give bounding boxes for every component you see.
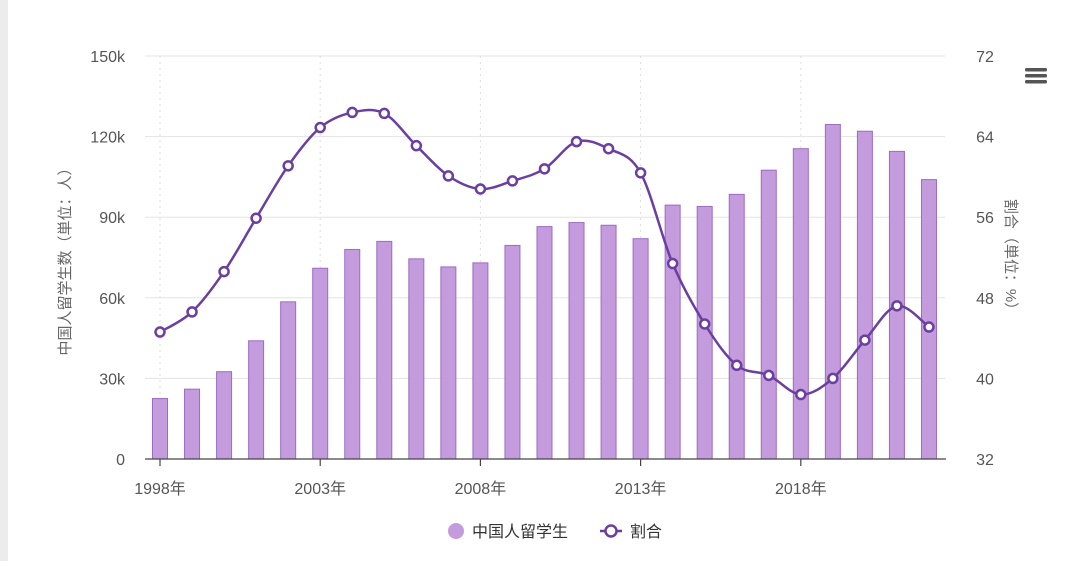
ratio-point-2022 — [923, 321, 935, 333]
bar-2001 — [248, 340, 265, 460]
bar-2017 — [760, 169, 777, 460]
right-axis-ticks: 32 40 48 56 64 72 — [976, 49, 994, 469]
legend-point-marker — [604, 524, 618, 538]
ratio-point-2014 — [666, 257, 679, 270]
bar-2022 — [920, 179, 937, 460]
axes — [145, 458, 946, 466]
x-tick-label: 2003年 — [294, 480, 346, 498]
ratio-point-2008 — [474, 183, 487, 195]
ratio-point-1999 — [186, 306, 198, 318]
right-tick-label: 72 — [976, 49, 994, 66]
legend-item-ratio[interactable]: 割合 — [600, 523, 662, 541]
ratio-point-2015 — [698, 318, 711, 330]
legend-item-students[interactable]: 中国人留学生 — [448, 523, 568, 541]
x-tick-label: 2008年 — [455, 480, 507, 498]
bar-2008 — [472, 262, 489, 460]
legend[interactable]: 中国人留学生 割合 — [448, 523, 662, 541]
left-axis-title: 中国人留学生数（単位：人） — [57, 160, 74, 355]
ratio-point-2010 — [538, 163, 551, 175]
ratio-point-2002 — [282, 160, 294, 172]
hamburger-menu-icon — [1025, 68, 1047, 84]
bar-2003 — [312, 267, 329, 460]
bar-2012 — [600, 224, 617, 460]
left-axis-ticks: 0 30k 60k 90k 120k 150k — [90, 49, 126, 469]
left-tick-label: 30k — [99, 371, 126, 388]
ratio-point-2000 — [218, 265, 230, 278]
ratio-point-2020 — [859, 334, 871, 346]
ratio-point-2006 — [410, 139, 423, 152]
bar-2004 — [344, 248, 361, 460]
x-axis-ticks: 1998年 2003年 2008年 2013年 2018年 — [134, 480, 826, 498]
bar-2013 — [632, 238, 649, 460]
ratio-point-2017 — [763, 369, 775, 382]
ratio-point-2011 — [570, 135, 583, 148]
ratio-point-2021 — [891, 300, 903, 312]
bar-2011 — [568, 222, 585, 460]
left-edge-strip — [0, 0, 8, 561]
bar-2009 — [504, 244, 521, 460]
x-tick-label: 2013年 — [615, 480, 667, 498]
menu-button[interactable] — [1025, 66, 1049, 85]
bar-2010 — [536, 226, 553, 460]
bar-2007 — [440, 266, 457, 460]
right-tick-label: 56 — [976, 210, 994, 227]
x-tick-label: 1998年 — [134, 480, 186, 498]
x-tick-label: 2018年 — [775, 480, 827, 498]
line-series — [154, 106, 935, 401]
right-tick-label: 64 — [976, 130, 994, 147]
left-tick-label: 90k — [99, 210, 126, 227]
bar-2019 — [824, 124, 841, 460]
right-tick-label: 48 — [976, 291, 994, 308]
right-tick-label: 40 — [976, 371, 994, 388]
bar-2005 — [376, 240, 393, 460]
bar-1998 — [152, 398, 168, 460]
legend-label-students: 中国人留学生 — [472, 523, 568, 541]
bar-2016 — [728, 193, 745, 460]
bar-2006 — [408, 258, 425, 460]
bar-1999 — [184, 388, 201, 460]
ratio-point-2003 — [314, 121, 326, 134]
bar-2002 — [280, 301, 297, 460]
ratio-point-2019 — [827, 372, 839, 385]
ratio-point-2004 — [346, 106, 358, 119]
ratio-point-2016 — [730, 359, 743, 372]
legend-bar-marker — [448, 523, 464, 539]
ratio-point-2018 — [795, 388, 807, 401]
bar-2000 — [216, 371, 233, 460]
ratio-point-1998 — [154, 326, 166, 338]
ratio-point-2001 — [250, 212, 262, 224]
bar-2018 — [792, 148, 809, 460]
ratio-point-2013 — [634, 167, 647, 179]
left-tick-label: 0 — [116, 452, 125, 469]
left-tick-label: 60k — [99, 291, 126, 308]
left-tick-label: 120k — [90, 130, 126, 147]
bar-series — [152, 124, 937, 460]
legend-label-ratio: 割合 — [630, 523, 662, 541]
ratio-point-2005 — [378, 107, 391, 120]
ratio-point-2007 — [442, 170, 455, 182]
right-tick-label: 32 — [976, 452, 994, 469]
bar-2020 — [856, 130, 873, 460]
right-axis-title: 割合（単位：%） — [1002, 199, 1019, 317]
ratio-point-2012 — [602, 142, 615, 155]
ratio-point-2009 — [506, 175, 519, 187]
left-tick-label: 150k — [90, 49, 126, 66]
bar-2014 — [664, 204, 681, 460]
